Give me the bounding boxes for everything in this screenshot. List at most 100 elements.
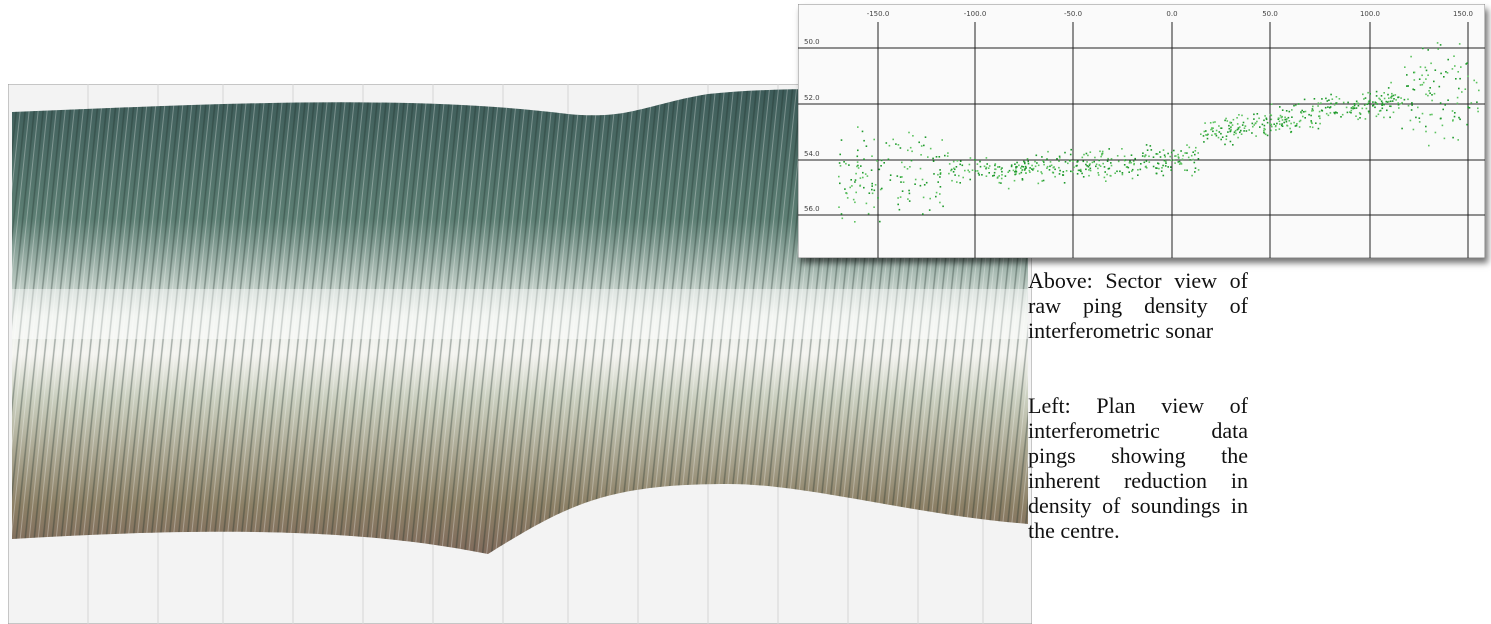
ping-dot	[1093, 160, 1095, 163]
ping-dot	[1143, 161, 1146, 164]
ping-dot	[1296, 123, 1298, 125]
ping-dot	[1021, 165, 1023, 168]
ping-dot	[1016, 166, 1018, 168]
ping-dot	[1000, 168, 1002, 171]
ping-dot	[1410, 55, 1412, 58]
ping-dot	[1390, 96, 1392, 99]
ping-dot	[1395, 99, 1397, 101]
ping-dot	[1163, 154, 1166, 156]
ping-dot	[1263, 124, 1266, 127]
ping-dot	[1023, 161, 1026, 164]
ping-dot	[1014, 163, 1016, 165]
ping-dot	[1364, 118, 1367, 120]
ping-dot	[1097, 172, 1099, 174]
ping-dot	[907, 149, 909, 152]
ping-dot	[1037, 164, 1040, 167]
ping-dot	[1194, 171, 1196, 173]
ping-dot	[1439, 44, 1442, 46]
ping-dot	[1353, 104, 1356, 107]
ping-dot	[1366, 103, 1369, 105]
ping-dot	[866, 175, 869, 177]
ping-dot	[1403, 98, 1406, 101]
ping-dot	[899, 176, 902, 178]
ping-dot	[1311, 110, 1313, 112]
ping-dot	[1052, 166, 1055, 169]
ping-dot	[1128, 171, 1130, 173]
ping-dot	[1085, 163, 1087, 166]
ping-dot	[1355, 107, 1358, 109]
ping-dot	[1290, 122, 1292, 125]
ping-dot	[873, 189, 876, 192]
ping-dot	[1110, 158, 1113, 160]
ping-dot	[1374, 101, 1377, 104]
ping-dot	[868, 192, 871, 194]
ping-dot	[1237, 127, 1240, 129]
ping-dot	[1001, 174, 1003, 176]
ping-dot	[1311, 122, 1313, 125]
ping-dot	[885, 142, 888, 144]
ping-dot	[939, 173, 942, 175]
ping-dot	[1333, 111, 1335, 114]
caption-left: Left: Plan view of interferometric data …	[1028, 393, 1248, 543]
ping-dot	[1398, 107, 1400, 109]
ping-dot	[848, 164, 850, 166]
ping-dot	[1431, 99, 1433, 102]
ping-dot	[1342, 101, 1345, 104]
ping-dot	[1378, 97, 1380, 100]
ping-dot	[939, 169, 941, 171]
ping-dot	[1453, 115, 1456, 118]
ping-dot	[1270, 103, 1273, 105]
ping-dot	[902, 181, 905, 183]
ping-dot	[1445, 71, 1447, 73]
ping-dot	[1407, 85, 1409, 87]
ping-dot	[1418, 78, 1421, 80]
ping-dot	[1363, 98, 1365, 100]
ping-dot	[1109, 174, 1112, 177]
ping-dot	[1381, 107, 1384, 110]
ping-dot	[1018, 172, 1021, 175]
ping-dot	[1359, 117, 1361, 119]
ping-dot	[1114, 172, 1116, 174]
ping-dot	[1152, 156, 1155, 158]
ping-dot	[854, 221, 856, 223]
ping-dot	[1456, 96, 1459, 99]
ping-dot	[1274, 125, 1277, 128]
sector-grid	[798, 22, 1485, 258]
ping-dot	[1101, 154, 1103, 156]
ping-dot	[968, 171, 971, 173]
ping-dot	[997, 166, 999, 168]
ping-dot	[1062, 174, 1064, 176]
ping-dot	[1407, 104, 1410, 107]
ping-dot	[998, 181, 1001, 184]
ping-dot	[1270, 118, 1273, 121]
ping-dot	[1454, 112, 1456, 114]
ping-dot	[1043, 161, 1045, 163]
ping-dot	[1427, 94, 1429, 97]
ping-dot	[1097, 174, 1100, 176]
ping-dot	[1015, 173, 1017, 175]
ping-dot	[929, 197, 931, 200]
ping-dot	[1263, 131, 1265, 134]
ping-dot	[1023, 169, 1026, 171]
ping-dot	[988, 172, 990, 174]
ping-dot	[1444, 104, 1446, 106]
ping-dot	[1194, 150, 1197, 152]
ping-dot	[1236, 123, 1239, 125]
ping-dot	[1271, 125, 1273, 128]
ping-dot	[1225, 138, 1228, 141]
ping-dot	[1367, 91, 1369, 94]
ping-dot	[993, 171, 996, 174]
ping-dot	[1102, 162, 1104, 165]
ping-dot	[845, 162, 847, 165]
ping-dot	[1397, 102, 1399, 104]
ping-dot	[1007, 171, 1009, 173]
ping-dot	[1365, 107, 1368, 110]
ping-dot	[1159, 151, 1161, 153]
ping-dot	[1431, 94, 1433, 96]
ping-dot	[1164, 156, 1166, 158]
ping-dot	[1094, 156, 1096, 159]
ping-dot	[1412, 88, 1414, 91]
ping-dot	[1098, 164, 1101, 166]
ping-dot	[1224, 143, 1226, 146]
ping-dot	[952, 171, 955, 173]
